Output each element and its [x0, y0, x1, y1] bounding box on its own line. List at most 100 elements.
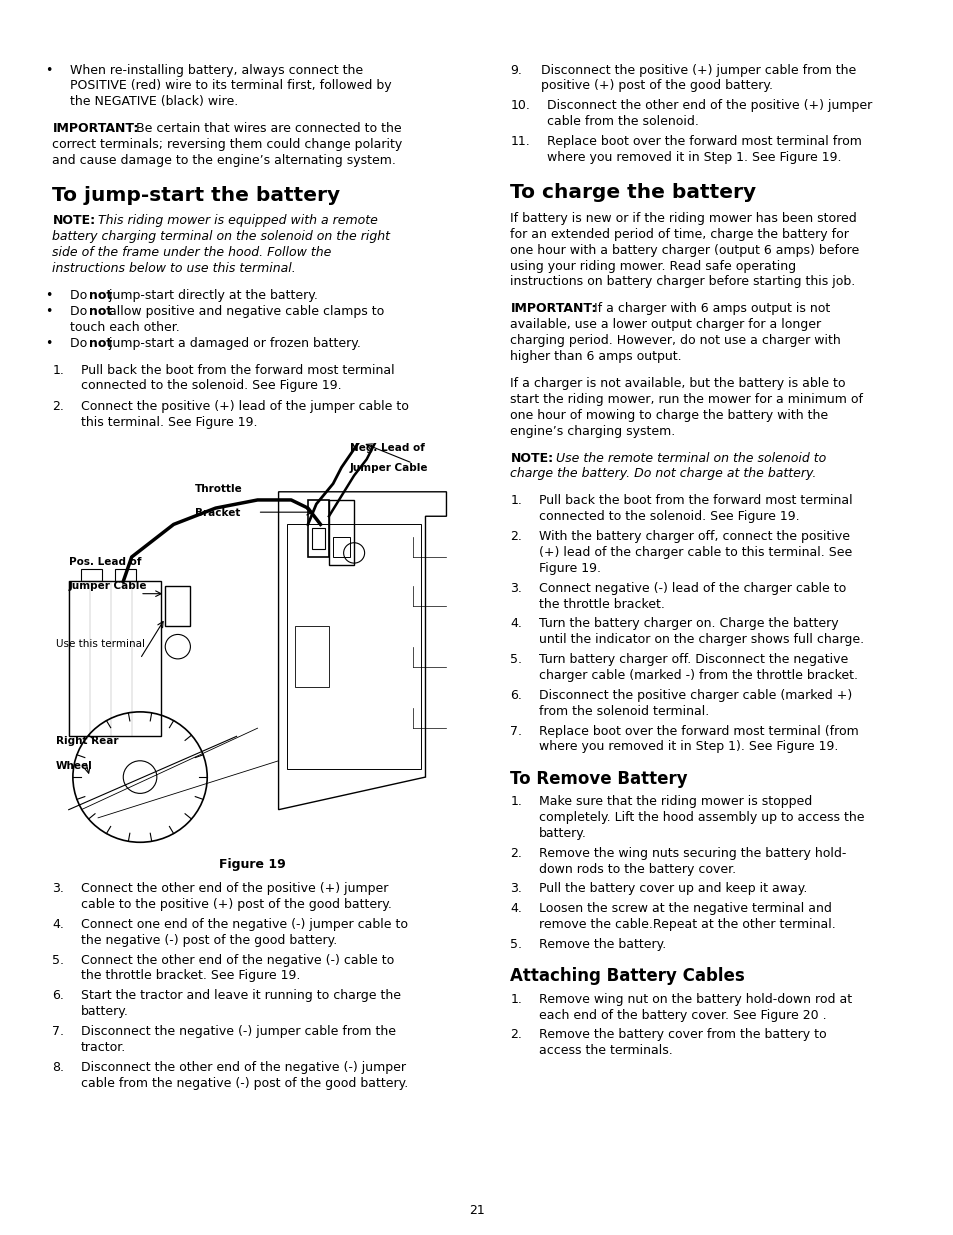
Text: the throttle bracket. See Figure 19.: the throttle bracket. See Figure 19.	[81, 969, 300, 983]
Text: where you removed it in Step 1). See Figure 19.: where you removed it in Step 1). See Fig…	[538, 741, 838, 753]
Text: 1.: 1.	[510, 494, 521, 508]
Text: from the solenoid terminal.: from the solenoid terminal.	[538, 705, 708, 718]
Text: If battery is new or if the riding mower has been stored: If battery is new or if the riding mower…	[510, 212, 856, 225]
Bar	[114, 569, 135, 582]
Text: NOTE:: NOTE:	[510, 452, 553, 464]
Text: remove the cable.Repeat at the other terminal.: remove the cable.Repeat at the other ter…	[538, 918, 835, 931]
Text: Turn the battery charger on. Charge the battery: Turn the battery charger on. Charge the …	[538, 618, 838, 630]
Text: Make sure that the riding mower is stopped: Make sure that the riding mower is stopp…	[538, 795, 811, 808]
Text: Use this terminal: Use this terminal	[56, 638, 145, 648]
Text: 1.: 1.	[52, 363, 64, 377]
Text: Jumper Cable: Jumper Cable	[350, 463, 428, 473]
Text: the negative (-) post of the good battery.: the negative (-) post of the good batter…	[81, 934, 337, 947]
Text: cable from the solenoid.: cable from the solenoid.	[546, 115, 698, 128]
Text: the NEGATIVE (black) wire.: the NEGATIVE (black) wire.	[70, 95, 237, 109]
Bar	[69, 582, 161, 736]
Text: touch each other.: touch each other.	[70, 321, 179, 333]
Text: jump-start a damaged or frozen battery.: jump-start a damaged or frozen battery.	[105, 337, 360, 350]
Text: where you removed it in Step 1. See Figure 19.: where you removed it in Step 1. See Figu…	[546, 151, 841, 164]
Text: 5.: 5.	[510, 939, 522, 951]
Text: 3.: 3.	[52, 882, 64, 895]
Text: tractor.: tractor.	[81, 1041, 126, 1053]
Text: 6.: 6.	[510, 689, 521, 701]
Text: Do: Do	[70, 289, 91, 301]
Text: Disconnect the negative (-) jumper cable from the: Disconnect the negative (-) jumper cable…	[81, 1025, 395, 1037]
Text: Replace boot over the forward most terminal (from: Replace boot over the forward most termi…	[538, 725, 858, 737]
Text: If a charger with 6 amps output is not: If a charger with 6 amps output is not	[594, 303, 830, 315]
Text: Pull the battery cover up and keep it away.: Pull the battery cover up and keep it aw…	[538, 883, 806, 895]
Text: Throttle: Throttle	[194, 484, 242, 494]
Text: Disconnect the positive (+) jumper cable from the: Disconnect the positive (+) jumper cable…	[540, 63, 855, 77]
Text: allow positive and negative cable clamps to: allow positive and negative cable clamps…	[105, 305, 384, 317]
Text: Pull back the boot from the forward most terminal: Pull back the boot from the forward most…	[538, 494, 852, 508]
Text: When re-installing battery, always connect the: When re-installing battery, always conne…	[70, 63, 362, 77]
Text: side of the frame under the hood. Follow the: side of the frame under the hood. Follow…	[52, 246, 332, 259]
Text: Connect the other end of the positive (+) jumper: Connect the other end of the positive (+…	[81, 882, 388, 895]
Text: Connect one end of the negative (-) jumper cable to: Connect one end of the negative (-) jump…	[81, 918, 408, 931]
Text: Do: Do	[70, 337, 91, 350]
Text: access the terminals.: access the terminals.	[538, 1045, 672, 1057]
Text: With the battery charger off, connect the positive: With the battery charger off, connect th…	[538, 530, 849, 543]
Text: Replace boot over the forward most terminal from: Replace boot over the forward most termi…	[546, 135, 861, 148]
Text: instructions below to use this terminal.: instructions below to use this terminal.	[52, 262, 296, 275]
Text: Neg. Lead of: Neg. Lead of	[350, 443, 424, 453]
Text: jump-start directly at the battery.: jump-start directly at the battery.	[105, 289, 317, 301]
Text: POSITIVE (red) wire to its terminal first, followed by: POSITIVE (red) wire to its terminal firs…	[70, 79, 391, 93]
Text: IMPORTANT:: IMPORTANT:	[52, 122, 139, 136]
Text: 4.: 4.	[510, 618, 521, 630]
Text: Start the tractor and leave it running to charge the: Start the tractor and leave it running t…	[81, 989, 400, 1003]
Text: completely. Lift the hood assembly up to access the: completely. Lift the hood assembly up to…	[538, 811, 863, 824]
Text: and cause damage to the engine’s alternating system.: and cause damage to the engine’s alterna…	[52, 154, 395, 167]
Text: Be certain that wires are connected to the: Be certain that wires are connected to t…	[136, 122, 401, 136]
Text: •: •	[45, 305, 52, 317]
Text: 7.: 7.	[510, 725, 522, 737]
Text: 5.: 5.	[510, 653, 522, 666]
Text: Remove the battery cover from the battery to: Remove the battery cover from the batter…	[538, 1029, 825, 1041]
Text: 2.: 2.	[52, 400, 64, 412]
Text: Remove the wing nuts securing the battery hold-: Remove the wing nuts securing the batter…	[538, 847, 845, 860]
Text: each end of the battery cover. See Figure 20 .: each end of the battery cover. See Figur…	[538, 1009, 825, 1021]
Text: charging period. However, do not use a charger with: charging period. However, do not use a c…	[510, 335, 841, 347]
Text: •: •	[45, 337, 52, 350]
Text: until the indicator on the charger shows full charge.: until the indicator on the charger shows…	[538, 634, 863, 646]
Text: Connect the positive (+) lead of the jumper cable to: Connect the positive (+) lead of the jum…	[81, 400, 409, 412]
Text: for an extended period of time, charge the battery for: for an extended period of time, charge t…	[510, 227, 848, 241]
Text: Attaching Battery Cables: Attaching Battery Cables	[510, 967, 744, 986]
Text: the throttle bracket.: the throttle bracket.	[538, 598, 664, 610]
Text: Figure 19: Figure 19	[219, 858, 286, 872]
Text: correct terminals; reversing them could change polarity: correct terminals; reversing them could …	[52, 138, 402, 151]
Text: Pos. Lead of: Pos. Lead of	[69, 557, 141, 567]
Text: 3.: 3.	[510, 883, 521, 895]
Text: cable to the positive (+) post of the good battery.: cable to the positive (+) post of the go…	[81, 898, 392, 911]
Text: battery.: battery.	[81, 1005, 129, 1018]
Text: 2.: 2.	[510, 847, 521, 860]
Text: Bracket: Bracket	[194, 508, 240, 519]
Text: Jumper Cable: Jumper Cable	[69, 582, 147, 592]
Text: connected to the solenoid. See Figure 19.: connected to the solenoid. See Figure 19…	[538, 510, 799, 524]
Text: not: not	[89, 289, 112, 301]
Text: If a charger is not available, but the battery is able to: If a charger is not available, but the b…	[510, 377, 845, 390]
Text: engine’s charging system.: engine’s charging system.	[510, 425, 675, 437]
Text: Connect negative (-) lead of the charger cable to: Connect negative (-) lead of the charger…	[538, 582, 845, 595]
Text: 21: 21	[469, 1204, 484, 1218]
Text: 1.: 1.	[510, 993, 521, 1005]
Text: 1.: 1.	[510, 795, 521, 808]
Text: Disconnect the other end of the negative (-) jumper: Disconnect the other end of the negative…	[81, 1061, 406, 1073]
Bar	[81, 569, 102, 582]
Text: 11.: 11.	[510, 135, 530, 148]
Text: battery.: battery.	[538, 827, 586, 840]
Bar	[329, 500, 354, 566]
Bar	[312, 529, 324, 548]
Text: Remove wing nut on the battery hold-down rod at: Remove wing nut on the battery hold-down…	[538, 993, 851, 1005]
Text: 2.: 2.	[510, 1029, 521, 1041]
Text: 3.: 3.	[510, 582, 521, 595]
Text: To charge the battery: To charge the battery	[510, 184, 756, 203]
Text: Do: Do	[70, 305, 91, 317]
Text: higher than 6 amps output.: higher than 6 amps output.	[510, 350, 681, 363]
Bar	[165, 585, 191, 626]
Text: start the riding mower, run the mower for a minimum of: start the riding mower, run the mower fo…	[510, 393, 862, 406]
Text: (+) lead of the charger cable to this terminal. See: (+) lead of the charger cable to this te…	[538, 546, 851, 559]
Text: charger cable (marked -) from the throttle bracket.: charger cable (marked -) from the thrott…	[538, 669, 857, 682]
Text: IMPORTANT:: IMPORTANT:	[510, 303, 597, 315]
Text: 10.: 10.	[510, 99, 530, 112]
